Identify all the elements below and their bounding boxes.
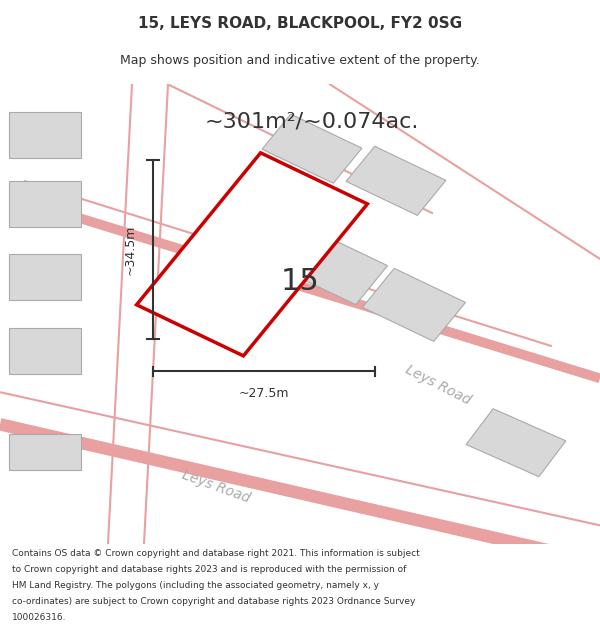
Text: Leys Road: Leys Road bbox=[403, 362, 473, 408]
Text: 100026316.: 100026316. bbox=[12, 613, 67, 622]
Text: to Crown copyright and database rights 2023 and is reproduced with the permissio: to Crown copyright and database rights 2… bbox=[12, 565, 406, 574]
Text: 15, LEYS ROAD, BLACKPOOL, FY2 0SG: 15, LEYS ROAD, BLACKPOOL, FY2 0SG bbox=[138, 16, 462, 31]
Text: Contains OS data © Crown copyright and database right 2021. This information is : Contains OS data © Crown copyright and d… bbox=[12, 549, 420, 558]
Polygon shape bbox=[362, 268, 466, 341]
Polygon shape bbox=[9, 112, 81, 158]
Polygon shape bbox=[9, 181, 81, 227]
Text: co-ordinates) are subject to Crown copyright and database rights 2023 Ordnance S: co-ordinates) are subject to Crown copyr… bbox=[12, 597, 415, 606]
Text: ~34.5m: ~34.5m bbox=[124, 224, 137, 275]
Text: HM Land Registry. The polygons (including the associated geometry, namely x, y: HM Land Registry. The polygons (includin… bbox=[12, 581, 379, 590]
Polygon shape bbox=[9, 328, 81, 374]
Polygon shape bbox=[346, 146, 446, 216]
Text: ~301m²/~0.074ac.: ~301m²/~0.074ac. bbox=[205, 111, 419, 131]
Text: Map shows position and indicative extent of the property.: Map shows position and indicative extent… bbox=[120, 54, 480, 68]
Polygon shape bbox=[9, 434, 81, 470]
Polygon shape bbox=[284, 232, 388, 304]
Text: Leys Road: Leys Road bbox=[180, 468, 252, 505]
Polygon shape bbox=[9, 254, 81, 300]
Text: ~27.5m: ~27.5m bbox=[239, 387, 289, 400]
Polygon shape bbox=[137, 153, 367, 356]
Text: 15: 15 bbox=[281, 268, 319, 296]
Polygon shape bbox=[466, 409, 566, 477]
Polygon shape bbox=[262, 114, 362, 183]
